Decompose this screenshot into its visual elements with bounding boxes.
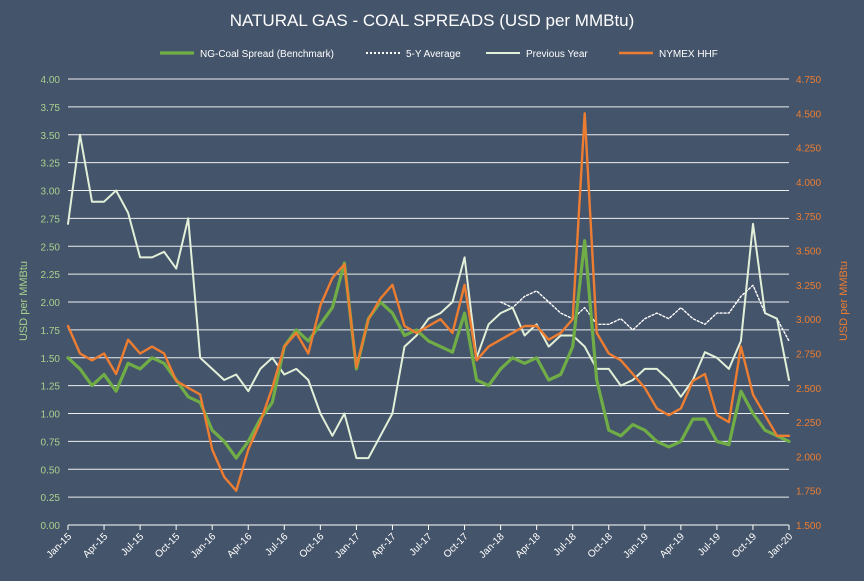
y-left-tick-label: 2.00 (41, 298, 61, 309)
y-left-tick-label: 3.25 (41, 159, 61, 170)
y-left-tick-label: 4.00 (41, 75, 61, 86)
legend-label: NG-Coal Spread (Benchmark) (200, 49, 334, 60)
x-tick-label: Oct-17 (442, 531, 471, 560)
y-axis-left-title: USD per MMBtu (18, 261, 30, 341)
y-right-tick-label: 3.750 (796, 212, 821, 223)
y-axis-right: 1.500 1.750 2.000 2.250 2.500 2.750 3.000 3.250… (796, 75, 821, 532)
x-tick-label: Jan-16 (189, 531, 219, 561)
x-tick-label: Jan-17 (333, 531, 363, 561)
x-tick-label: Jul-17 (408, 531, 435, 558)
y-right-tick-label: 4.750 (796, 75, 821, 86)
y-left-tick-label: 1.00 (41, 410, 61, 421)
y-right-tick-label: 4.250 (796, 144, 821, 155)
y-left-tick-label: 1.50 (41, 354, 61, 365)
legend-label: 5-Y Average (406, 49, 461, 60)
legend-label: NYMEX HHF (659, 49, 718, 60)
x-tick-label: Oct-19 (730, 531, 759, 560)
x-tick-label: Jan-20 (766, 531, 796, 561)
nymex-hhf-line (66, 112, 791, 492)
y-right-tick-label: 4.500 (796, 109, 821, 120)
y-left-tick-label: 1.75 (41, 326, 61, 337)
y-left-tick-label: 0.50 (41, 465, 61, 476)
y-axis-left: 0.00 0.25 0.50 0.75 1.00 1.25 1.50 1.75 2.00 2.25… (41, 75, 61, 532)
y-left-tick-label: 3.00 (41, 187, 61, 198)
x-axis: Jan-15 Apr-15 Jul-15 Oct-15 Jan-16 Apr-16 Jul-… (45, 524, 796, 561)
x-tick-label: Jan-19 (622, 531, 652, 561)
y-left-tick-label: 3.50 (41, 131, 61, 142)
series-lines (66, 112, 791, 492)
legend-label: Previous Year (526, 49, 588, 60)
y-right-tick-label: 1.750 (796, 487, 821, 498)
x-tick-label: Apr-16 (225, 531, 254, 560)
y-axis-right-title: USD per MMBtu (838, 261, 850, 341)
y-left-tick-label: 0.00 (41, 521, 61, 532)
five-year-average-line (499, 284, 790, 342)
y-left-tick-label: 2.25 (41, 270, 61, 281)
x-tick-label: Apr-17 (370, 531, 399, 560)
y-right-tick-label: 2.500 (796, 384, 821, 395)
y-left-tick-label: 0.25 (41, 493, 61, 504)
y-left-tick-label: 0.75 (41, 437, 61, 448)
x-tick-label: Oct-18 (586, 531, 615, 560)
benchmark-line (66, 239, 791, 460)
x-tick-label: Jul-18 (552, 531, 579, 558)
gridlines (68, 78, 789, 526)
chart-title: NATURAL GAS - COAL SPREADS (USD per MMBt… (230, 11, 635, 30)
y-right-tick-label: 2.750 (796, 349, 821, 360)
x-tick-label: Jan-15 (45, 531, 75, 561)
previous-year-line (67, 133, 790, 460)
x-tick-label: Oct-15 (153, 531, 182, 560)
y-left-tick-label: 1.25 (41, 382, 61, 393)
y-right-tick-label: 3.500 (796, 247, 821, 258)
y-right-tick-label: 2.250 (796, 418, 821, 429)
y-right-tick-label: 4.000 (796, 178, 821, 189)
x-tick-label: Jul-19 (696, 531, 723, 558)
y-right-tick-label: 3.250 (796, 281, 821, 292)
y-right-tick-label: 3.000 (796, 315, 821, 326)
y-left-tick-label: 3.75 (41, 103, 61, 114)
x-tick-label: Apr-15 (81, 531, 110, 560)
legend: NG-Coal Spread (Benchmark) 5-Y Average Pre… (160, 49, 718, 60)
y-left-tick-label: 2.75 (41, 214, 61, 225)
x-tick-label: Apr-18 (514, 531, 543, 560)
y-right-tick-label: 2.000 (796, 452, 821, 463)
x-tick-label: Apr-19 (658, 531, 687, 560)
x-tick-label: Jul-15 (119, 531, 146, 558)
x-tick-label: Jul-16 (263, 531, 290, 558)
x-tick-label: Oct-16 (297, 531, 326, 560)
y-right-tick-label: 1.500 (796, 521, 821, 532)
y-left-tick-label: 2.50 (41, 242, 61, 253)
x-tick-label: Jan-18 (477, 531, 507, 561)
